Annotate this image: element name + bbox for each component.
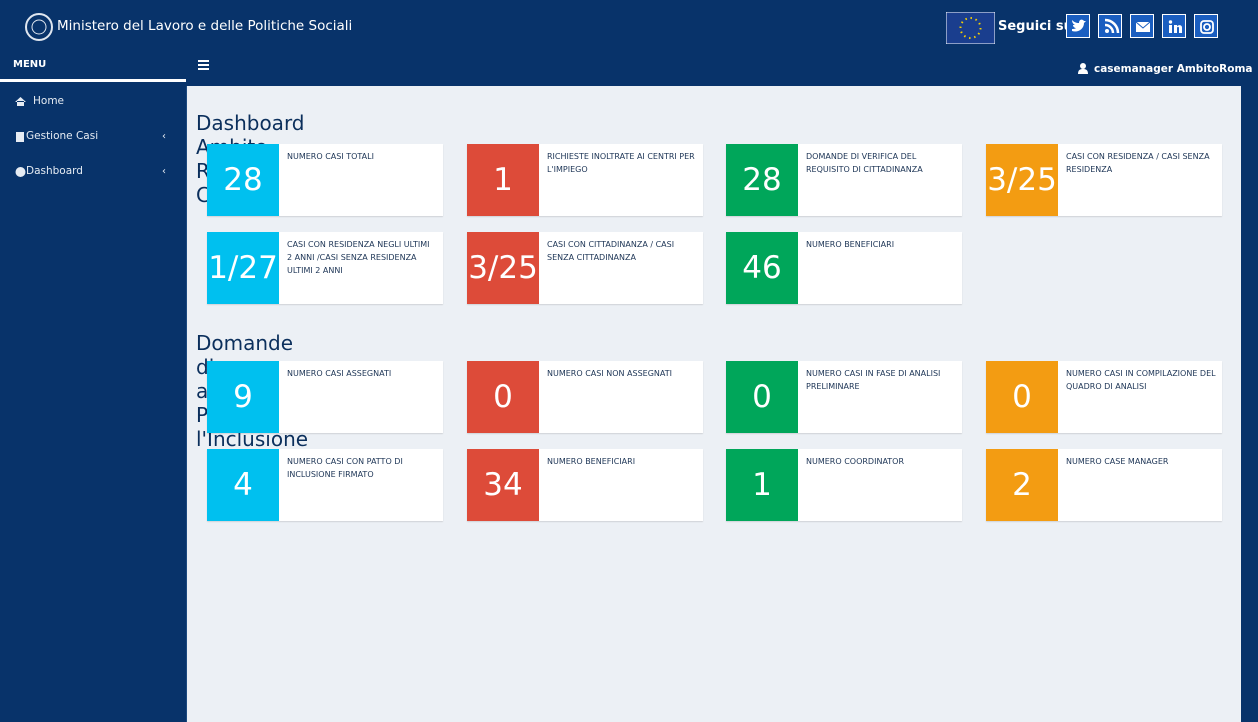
info-box[interactable]: 2 NUMERO CASE MANAGER [986, 449, 1222, 521]
user-icon [1078, 63, 1088, 74]
box-value: 1/27 [207, 232, 279, 304]
box-label: NUMERO CASI TOTALI [287, 152, 374, 161]
sidebar-icon [16, 132, 24, 142]
info-box[interactable]: 3/25 CASI CON RESIDENZA / CASI SENZA RESI… [986, 144, 1222, 216]
logo [25, 13, 53, 41]
sidebar-icon [15, 97, 26, 106]
site-title: Ministero del Lavoro e delle Politiche S… [57, 18, 353, 34]
box-label: DOMANDE DI VERIFICA DEL REQUISITO DI CIT… [806, 152, 923, 174]
info-box[interactable]: 1 RICHIESTE INOLTRATE AI CENTRI PER L'IMP… [467, 144, 703, 216]
info-box[interactable]: 1 NUMERO COORDINATOR [726, 449, 962, 521]
rss-button[interactable] [1098, 14, 1122, 38]
info-box[interactable]: 34 NUMERO BENEFICIARI [467, 449, 703, 521]
box-label: NUMERO CASI NON ASSEGNATI [547, 369, 673, 378]
box-label: NUMERO CASI IN COMPILAZIONE DEL QUADRO D… [1066, 369, 1216, 391]
header-bar: Ministero del Lavoro e delle Politiche S… [0, 0, 1258, 48]
chevron: ‹ [162, 166, 166, 177]
follow-label: Seguici su: [998, 19, 1079, 34]
twitter-button[interactable] [1066, 14, 1090, 38]
sidebar: Home Gestione Casi ‹ Dashboard ‹ [0, 86, 187, 722]
info-box[interactable]: 28 NUMERO CASI TOTALI [207, 144, 443, 216]
info-box[interactable]: 46 NUMERO BENEFICIARI [726, 232, 962, 304]
box-value: 0 [726, 361, 798, 433]
info-box[interactable]: 4 NUMERO CASI CON PATTO DI INCLUSIONE FIR… [207, 449, 443, 521]
box-value: 2 [986, 449, 1058, 521]
box-label: NUMERO CASI ASSEGNATI [287, 369, 392, 378]
box-value: 3/25 [467, 232, 539, 304]
menu-toggle[interactable] [198, 60, 210, 70]
box-label: NUMERO BENEFICIARI [547, 457, 636, 466]
linkedin-button[interactable] [1162, 14, 1186, 38]
box-label: NUMERO BENEFICIARI [806, 240, 895, 249]
eu-flag [946, 12, 995, 44]
sidebar-item[interactable]: Home [33, 95, 65, 107]
box-value: 3/25 [986, 144, 1058, 216]
sidebar-item[interactable]: Gestione Casi [26, 130, 99, 142]
box-label: CASI CON RESIDENZA / CASI SENZA RESIDENZ… [1066, 152, 1210, 174]
info-box[interactable]: 0 NUMERO CASI NON ASSEGNATI [467, 361, 703, 433]
instagram-button[interactable] [1194, 14, 1218, 38]
info-box[interactable]: 1/27 CASI CON RESIDENZA NEGLI ULTIMI 2 AN… [207, 232, 443, 304]
box-value: 28 [207, 144, 279, 216]
scrollbar [1241, 86, 1258, 722]
box-value: 1 [467, 144, 539, 216]
menu-header: MENU [0, 48, 186, 82]
box-label: NUMERO CASE MANAGER [1066, 457, 1169, 466]
box-label: NUMERO COORDINATOR [806, 457, 905, 466]
info-box[interactable]: 0 NUMERO CASI IN FASE DI ANALISI PRELIMIN… [726, 361, 962, 433]
email-button[interactable] [1130, 14, 1154, 38]
user-name[interactable]: casemanager AmbitoRoma [1094, 63, 1253, 75]
box-label: RICHIESTE INOLTRATE AI CENTRI PER L'IMPI… [547, 152, 695, 174]
box-label: NUMERO CASI IN FASE DI ANALISI PRELIMINA… [806, 369, 941, 391]
box-value: 34 [467, 449, 539, 521]
box-value: 28 [726, 144, 798, 216]
info-box[interactable]: 0 NUMERO CASI IN COMPILAZIONE DEL QUADRO … [986, 361, 1222, 433]
box-value: 0 [986, 361, 1058, 433]
box-value: 0 [467, 361, 539, 433]
box-value: 46 [726, 232, 798, 304]
sidebar-icon [15, 167, 26, 177]
box-value: 4 [207, 449, 279, 521]
info-box[interactable]: 28 DOMANDE DI VERIFICA DEL REQUISITO DI C… [726, 144, 962, 216]
info-box[interactable]: 9 NUMERO CASI ASSEGNATI [207, 361, 443, 433]
box-label: CASI CON CITTADINANZA / CASI SENZA CITTA… [547, 240, 675, 262]
sidebar-item[interactable]: Dashboard [26, 165, 83, 177]
box-label: CASI CON RESIDENZA NEGLI ULTIMI 2 ANNI /… [287, 240, 430, 275]
navbar: casemanager AmbitoRoma [0, 48, 1258, 86]
box-value: 1 [726, 449, 798, 521]
box-label: NUMERO CASI CON PATTO DI INCLUSIONE FIRM… [287, 457, 403, 479]
chevron: ‹ [162, 131, 166, 142]
box-value: 9 [207, 361, 279, 433]
info-box[interactable]: 3/25 CASI CON CITTADINANZA / CASI SENZA C… [467, 232, 703, 304]
